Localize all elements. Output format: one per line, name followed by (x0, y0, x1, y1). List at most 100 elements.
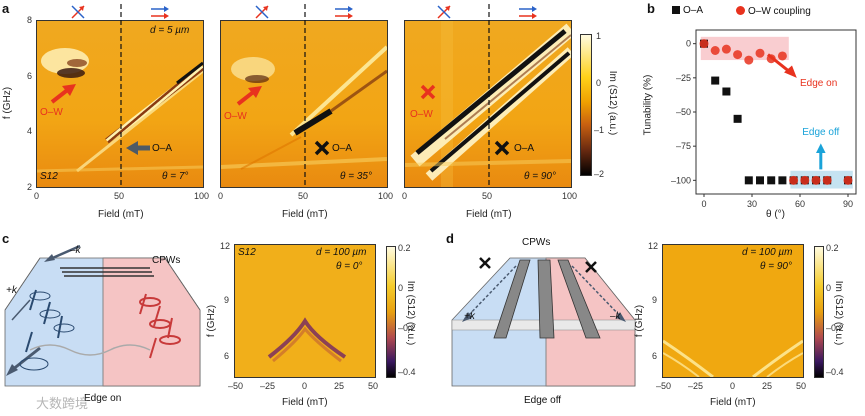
b-point-ow (733, 50, 743, 60)
panel-letter-b: b (647, 1, 655, 16)
c-xtick: 25 (334, 381, 345, 391)
d-ytick: 12 (648, 241, 659, 251)
d-cbar-tick: –0.4 (826, 367, 844, 377)
c-theta-label: θ = 0° (336, 261, 363, 272)
b-edge-on-band (700, 36, 789, 61)
b-edge-off-band (790, 170, 853, 189)
b-edge-on-label: Edge on (800, 78, 837, 89)
b-point-ow (744, 55, 754, 65)
a1-oa-label: O–A (152, 143, 173, 154)
a3-cross-icon (494, 140, 510, 156)
a2-ow-label: O–W (224, 111, 247, 122)
c-ytick: 12 (220, 241, 231, 251)
a1-dashed-line (120, 4, 122, 188)
b-xlabel: θ (°) (766, 209, 785, 220)
b-xtick-label: 30 (747, 199, 757, 208)
watermark: 大数跨境 (36, 397, 89, 412)
a-ytick: 4 (27, 126, 33, 136)
c-s-label: S12 (238, 247, 256, 258)
heatmap-d-image (663, 245, 803, 377)
panel-letter-a: a (2, 1, 10, 16)
heatmap-a3 (404, 20, 572, 188)
c-edge-label: Edge on (84, 393, 122, 404)
b-xtick-label: 0 (701, 199, 706, 208)
a1-s-label: S12 (40, 171, 58, 182)
a2-red-arrow-icon (236, 86, 262, 106)
a-ylabel: f (GHz) (2, 86, 14, 120)
b-xtick-label: 60 (795, 199, 805, 208)
d-xtick: –25 (688, 381, 704, 391)
panel-letter-d: d (446, 231, 454, 246)
c-cbar-tick: 0 (398, 283, 404, 293)
a2-xtick: 0 (218, 191, 224, 201)
parallel-spins-icon (151, 6, 169, 19)
c-xtick: –25 (260, 381, 276, 391)
c-d-label: d = 100 µm (316, 247, 367, 258)
b-edge-on-arrowhead-icon (784, 65, 797, 78)
b-ytick-label: –100 (671, 175, 691, 185)
b-point-ow (755, 48, 765, 58)
c-xtick: –50 (228, 381, 244, 391)
c-xlabel: Field (mT) (282, 397, 328, 408)
d-xtick: 25 (762, 381, 773, 391)
b-point-ow (699, 39, 709, 49)
a3-theta-label: θ = 90° (524, 171, 556, 182)
a2-xtick: 100 (378, 191, 394, 201)
b-point-ow (710, 46, 720, 55)
d-ytick: 9 (652, 295, 658, 305)
c-plus-k: +k (6, 285, 17, 296)
panel-letter-c: c (2, 231, 10, 246)
c-cpws-label: CPWs (152, 255, 181, 266)
b-point-oa (767, 176, 776, 185)
d-cbar-tick: –0.2 (826, 323, 844, 333)
a2-cross-icon (314, 140, 330, 156)
d-ylabel: f (GHz) (634, 304, 646, 338)
a-ytick: 2 (27, 182, 33, 192)
a2-xtick: 50 (298, 191, 309, 201)
c-schematic (4, 244, 201, 387)
a-cbar-tick: –2 (594, 169, 605, 179)
d-theta-label: θ = 90° (760, 261, 792, 272)
a1-ow-label: O–W (40, 107, 63, 118)
a3-oa-label: O–A (514, 143, 535, 154)
a3-xlabel: Field (mT) (466, 209, 512, 220)
a1-xtick: 0 (34, 191, 40, 201)
c-cbar-tick: –0.4 (398, 367, 416, 377)
b-edge-off-label: Edge off (802, 127, 839, 138)
b-point-ow (789, 175, 799, 185)
a-cbar-tick: 1 (596, 31, 602, 41)
c-minus-k: –k (70, 245, 81, 256)
c-cbar-tick: –0.2 (398, 323, 416, 333)
d-ytick: 6 (652, 351, 658, 361)
a2-oa-label: O–A (332, 143, 353, 154)
a1-xtick: 100 (194, 191, 210, 201)
a3-dashed-line (488, 4, 490, 188)
d-xlabel: Field (mT) (710, 397, 756, 408)
b-point-ow (811, 175, 821, 185)
a1-red-arrow-icon (50, 84, 76, 104)
heatmap-d (662, 244, 804, 378)
c-ytick: 6 (224, 351, 230, 361)
b-legend-ow: O–W coupling (736, 6, 811, 17)
b-point-ow (777, 51, 787, 61)
a1-gray-arrow-icon (126, 141, 150, 155)
b-point-oa (756, 176, 764, 185)
a2-dashed-line (304, 4, 306, 188)
b-point-oa (778, 176, 787, 185)
a1-xlabel: Field (mT) (98, 209, 144, 220)
a1-theta-label: θ = 7° (162, 171, 189, 182)
heatmap-c (234, 244, 376, 378)
b-xtick-label: 90 (843, 199, 853, 208)
a-ytick: 6 (27, 71, 33, 81)
b-chart: 0 –25 –50 –75 –100 0 30 60 90 Edge on Edge off (671, 29, 857, 208)
d-minus-k: –k (610, 311, 621, 322)
parallel-spins-icon (519, 6, 537, 19)
a3-xtick: 0 (402, 191, 408, 201)
d-colorbar (814, 246, 824, 378)
d-d-label: d = 100 µm (742, 247, 793, 258)
crossed-spins-icon (71, 5, 85, 19)
a3-xtick: 50 (482, 191, 493, 201)
b-point-ow (843, 175, 853, 185)
b-legend-oa-text: O–A (683, 5, 704, 16)
heatmap-a1 (36, 20, 204, 188)
